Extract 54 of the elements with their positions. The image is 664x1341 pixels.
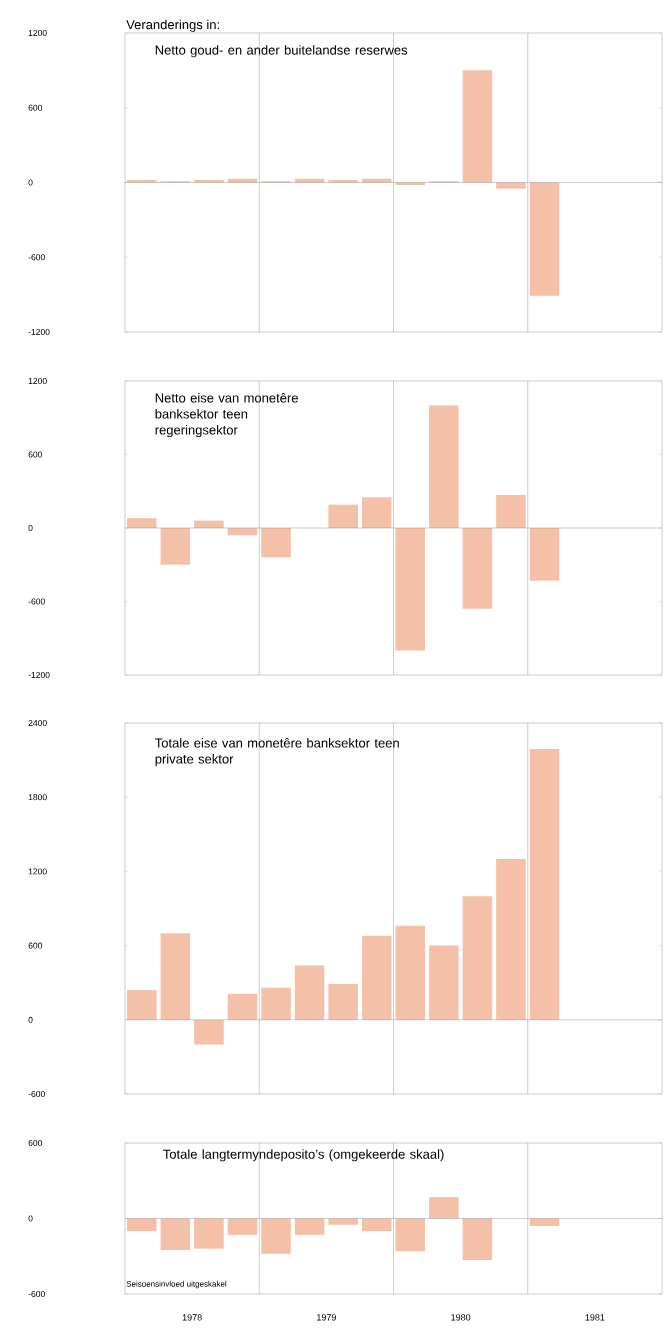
bar bbox=[328, 983, 358, 1020]
chart-title: Totale langtermyndeposito’s (omgekeerde skaal) bbox=[163, 1149, 444, 1162]
y-tick-label: 1200 bbox=[28, 29, 47, 36]
y-tick-label: 1800 bbox=[28, 794, 47, 801]
bar bbox=[160, 527, 191, 565]
y-tick-label: -600 bbox=[28, 254, 45, 261]
text: Netto eise van monetêre banksektor teen regeringsektor bbox=[155, 392, 298, 438]
y-tick-label: 1200 bbox=[28, 377, 47, 384]
bar bbox=[261, 987, 291, 1020]
bar bbox=[462, 70, 493, 183]
bar bbox=[160, 933, 191, 1020]
bar bbox=[462, 527, 493, 609]
annotation: Seisoensinvloed uitgeskakel bbox=[126, 1280, 227, 1289]
bar bbox=[261, 527, 291, 558]
y-tick-label: 600 bbox=[28, 451, 43, 458]
text: Totale eise van monetêre banksektor teen private sektor bbox=[155, 738, 399, 767]
text: Netto goud- en ander buitelandse reserwes bbox=[155, 45, 408, 58]
x-tick-label: 1979 bbox=[317, 1314, 336, 1321]
y-tick-label: 0 bbox=[28, 179, 33, 186]
bar bbox=[361, 497, 392, 528]
bar bbox=[496, 859, 526, 1020]
bar bbox=[361, 935, 392, 1020]
bar bbox=[194, 1019, 224, 1045]
bar bbox=[294, 965, 325, 1020]
bar bbox=[127, 518, 157, 528]
bar bbox=[529, 748, 560, 1020]
y-tick-label: -600 bbox=[28, 598, 45, 605]
y-tick-label: -600 bbox=[28, 1090, 45, 1097]
x-tick-label: 1978 bbox=[182, 1314, 202, 1321]
y-tick-label: 600 bbox=[28, 942, 43, 949]
x-tick-label: 1980 bbox=[451, 1314, 471, 1321]
y-tick-label: 2400 bbox=[28, 719, 47, 726]
bar bbox=[462, 896, 493, 1020]
y-tick-label: 0 bbox=[28, 1016, 33, 1023]
bar bbox=[496, 494, 526, 528]
bar bbox=[429, 405, 459, 528]
bar bbox=[395, 527, 426, 651]
bar bbox=[395, 925, 426, 1020]
y-tick-label: 0 bbox=[28, 524, 33, 531]
bar bbox=[429, 945, 459, 1020]
bar bbox=[529, 527, 560, 581]
y-tick-label: -1200 bbox=[28, 671, 50, 678]
x-tick-label: 1981 bbox=[585, 1314, 605, 1321]
y-tick-label: 600 bbox=[28, 104, 43, 111]
y-tick-label: -600 bbox=[28, 1291, 45, 1298]
y-tick-label: 1200 bbox=[28, 868, 47, 875]
text: Veranderings in: bbox=[126, 19, 219, 32]
y-tick-label: 600 bbox=[28, 1139, 43, 1146]
y-tick-label: 0 bbox=[28, 1215, 33, 1222]
bar bbox=[529, 182, 560, 296]
bar bbox=[328, 504, 358, 528]
bar bbox=[227, 993, 258, 1020]
y-tick-label: -1200 bbox=[28, 328, 50, 335]
bar bbox=[127, 990, 157, 1020]
